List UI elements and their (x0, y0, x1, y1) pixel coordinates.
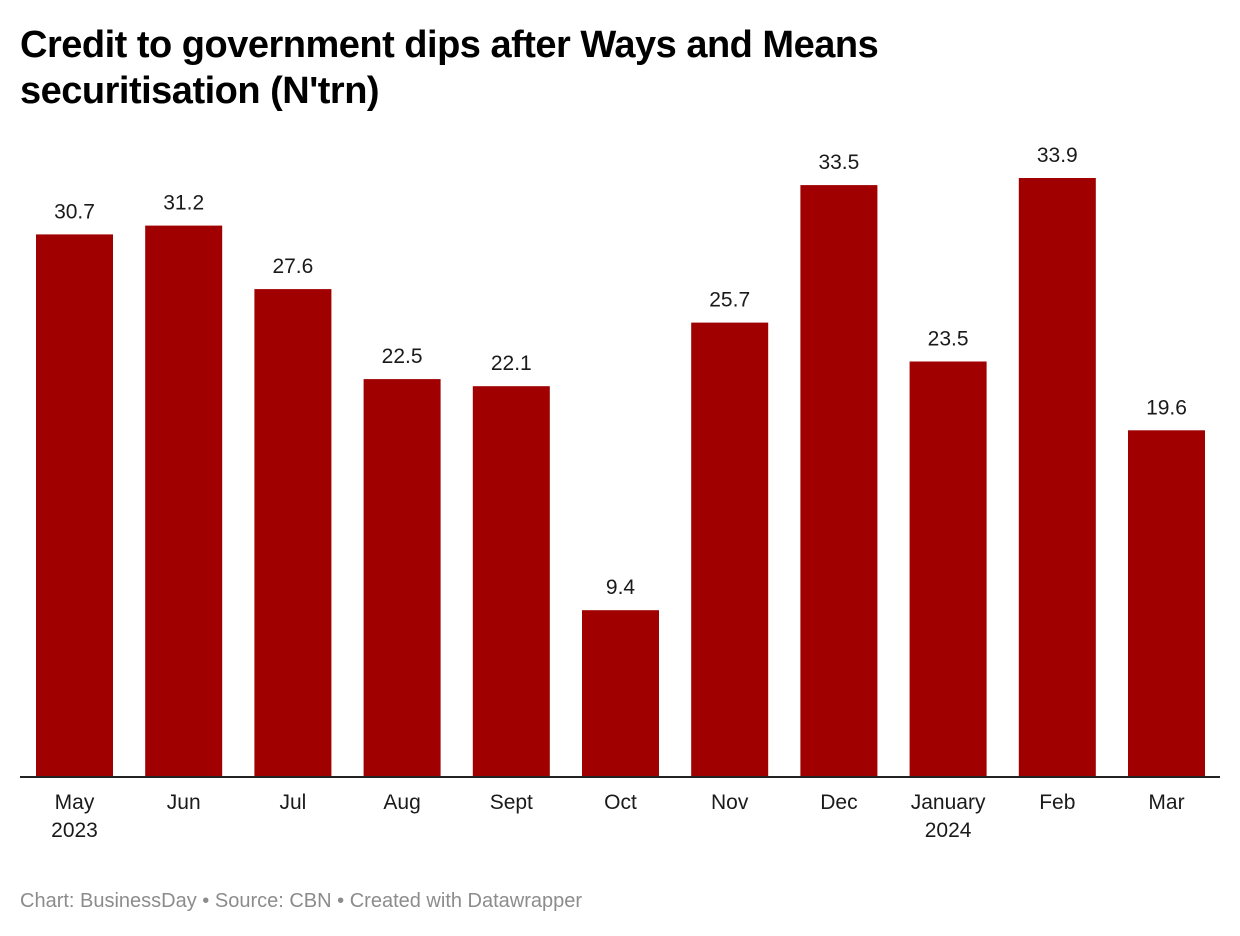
bar-jun (145, 225, 223, 777)
value-label: 33.9 (1037, 144, 1078, 167)
x-tick-label: Jun (167, 791, 201, 814)
x-tick-label: January (911, 791, 986, 814)
value-label: 33.5 (818, 151, 859, 174)
value-label: 31.2 (163, 192, 204, 215)
bar-sept (472, 386, 550, 776)
x-tick-label: Aug (383, 791, 420, 814)
footer-separator: • (331, 890, 350, 912)
chart-title: Credit to government dips after Ways and… (20, 24, 879, 112)
x-tick-label: Dec (820, 791, 857, 814)
x-tick-label: 2023 (51, 819, 98, 842)
value-label: 27.6 (272, 255, 313, 278)
bar-feb (1018, 178, 1096, 776)
x-tick-label: May (55, 791, 95, 814)
value-label: 22.1 (491, 352, 532, 375)
value-label: 25.7 (709, 289, 750, 312)
value-labels-group: 30.7 31.2 27.6 22.5 22.1 9.4 25.7 33.5 23.5 33.9 1… (54, 144, 1187, 599)
chart-credit: Chart: BusinessDay (20, 890, 197, 912)
x-tick-label: Feb (1039, 791, 1075, 814)
bar-dec (800, 185, 878, 777)
bar-oct (582, 610, 659, 776)
footer: Chart: BusinessDay • Source: CBN • Creat… (20, 890, 582, 913)
bar-january-2024 (909, 361, 987, 776)
x-tick-labels-group: May 2023 Jun Jul Aug Sept Oct Nov Dec January 2024… (51, 791, 1184, 842)
bar-nov (691, 322, 769, 776)
x-tick-label: 2024 (925, 819, 972, 842)
created-with-link[interactable]: Created with Datawrapper (349, 890, 583, 912)
bars-group (36, 178, 1205, 777)
value-label: 23.5 (928, 328, 969, 351)
value-label: 22.5 (382, 345, 423, 368)
x-tick-label: Sept (490, 791, 533, 814)
footer-separator: • (196, 890, 215, 912)
x-tick-label: Mar (1148, 791, 1184, 814)
bar-aug (363, 379, 441, 776)
bar-mar (1128, 430, 1205, 776)
x-tick-label: Oct (604, 791, 637, 814)
value-label: 19.6 (1146, 396, 1187, 419)
source-credit: Source: CBN (214, 890, 332, 912)
value-label: 30.7 (54, 200, 95, 223)
bar-may-2023 (36, 234, 113, 776)
value-label: 9.4 (606, 576, 636, 599)
bar-jul (254, 289, 332, 776)
x-tick-label: Jul (279, 791, 306, 814)
x-tick-label: Nov (711, 791, 749, 814)
